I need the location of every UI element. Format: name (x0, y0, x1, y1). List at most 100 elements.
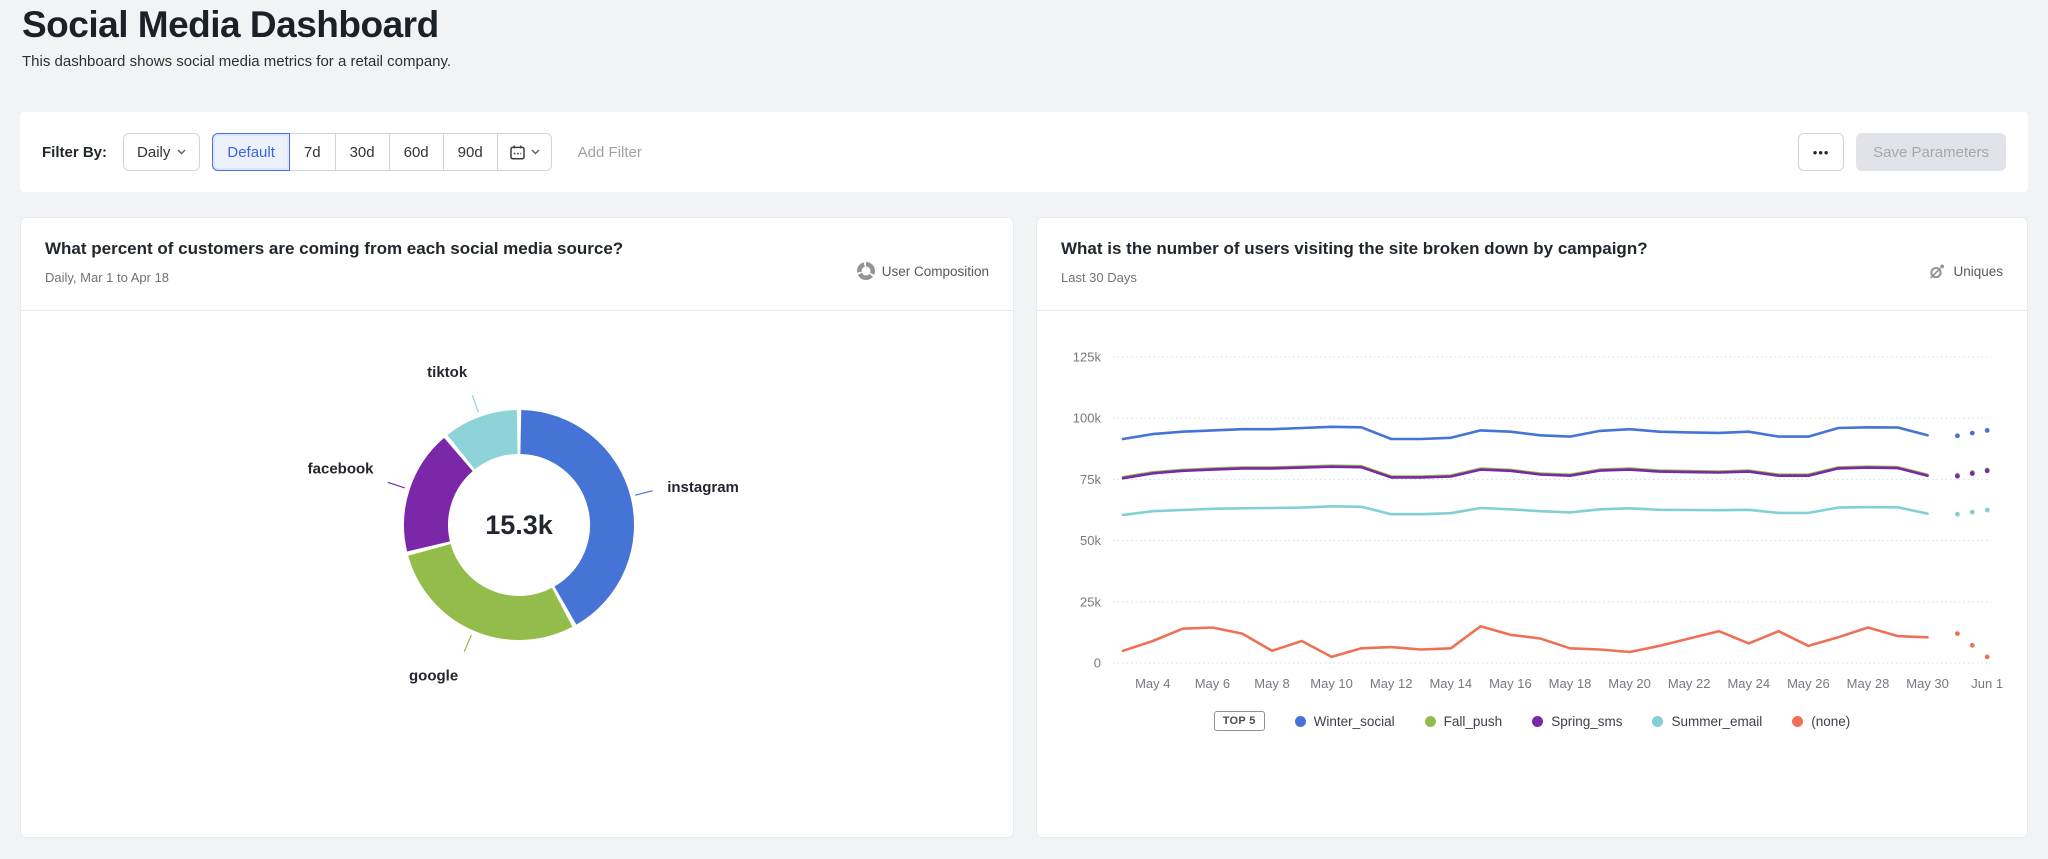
x-tick-label: May 20 (1608, 676, 1651, 691)
donut-chart-card: What percent of customers are coming fro… (20, 217, 1014, 838)
x-tick-label: Jun 1 (1971, 676, 2003, 691)
line-chart-area: 0 25k 50k 75k 100k 125k May 4 May 6 May 8 May 10 M… (1037, 311, 2027, 837)
donut-card-header: What percent of customers are coming fro… (21, 218, 1013, 311)
y-tick-label: 100k (1073, 411, 1102, 426)
chevron-down-icon (177, 149, 186, 155)
legend-label: Winter_social (1313, 713, 1395, 729)
line-series-winter-social[interactable] (1121, 425, 1929, 441)
x-tick-label: May 18 (1549, 676, 1592, 691)
chevron-down-icon (531, 149, 540, 155)
donut-slice-tiktok[interactable] (447, 410, 519, 470)
range-option-60d[interactable]: 60d (388, 133, 444, 171)
legend-label: (none) (1811, 713, 1851, 729)
projection-dot (1969, 642, 1975, 648)
y-tick-label: 0 (1094, 656, 1101, 671)
ellipsis-icon: ••• (1812, 144, 1830, 160)
page-subtitle: This dashboard shows social media metric… (22, 53, 452, 70)
donut-slice-facebook[interactable] (404, 437, 474, 552)
x-tick-label: May 16 (1489, 676, 1532, 691)
y-tick-label: 50k (1080, 533, 1101, 548)
line-card-subtitle: Last 30 Days (1061, 270, 1137, 285)
range-option-default[interactable]: Default (212, 133, 290, 171)
metric-type-label: User Composition (881, 263, 989, 279)
projection-dot (1969, 471, 1975, 476)
line-card-header: What is the number of users visiting the… (1037, 218, 2027, 311)
donut-callout-line (471, 394, 479, 413)
line-series-summer-email[interactable] (1121, 505, 1929, 517)
projection-dot (1984, 507, 1990, 513)
filter-by-label: Filter By: (42, 143, 108, 161)
page-header: Social Media Dashboard This dashboard sh… (22, 4, 451, 70)
x-tick-label: May 8 (1254, 676, 1289, 691)
donut-callout-line (387, 481, 406, 489)
donut-label-tiktok: tiktok (427, 364, 468, 381)
projection-dot (1955, 511, 1960, 517)
projection-dot (1955, 631, 1960, 636)
x-tick-label: May 12 (1370, 676, 1413, 691)
range-segment-group: Default 7d 30d 60d 90d (212, 133, 552, 171)
page-title: Social Media Dashboard (22, 4, 439, 45)
x-tick-label: May 10 (1310, 676, 1353, 691)
calendar-icon (509, 145, 525, 159)
x-tick-label: May 22 (1668, 676, 1711, 691)
line-card-title: What is the number of users visiting the… (1061, 239, 1648, 258)
x-tick-label: May 14 (1429, 676, 1472, 691)
granularity-dropdown[interactable]: Daily (123, 133, 201, 171)
legend-item-fall-push[interactable]: Fall_push (1424, 713, 1503, 729)
x-tick-label: May 30 (1906, 676, 1949, 691)
metric-type-label: Uniques (1953, 264, 2003, 279)
x-tick-label: May 4 (1135, 676, 1170, 691)
metric-type: Uniques (1927, 262, 2003, 281)
donut-callout-line (463, 634, 472, 652)
legend-item-summer-email[interactable]: Summer_email (1652, 714, 1762, 729)
x-tick-label: May 26 (1787, 676, 1830, 691)
legend-dot (1652, 715, 1664, 727)
donut-callout-line (635, 490, 653, 496)
line-series--none-[interactable] (1121, 624, 1929, 659)
donut-label-facebook: facebook (308, 461, 375, 478)
legend-label: Spring_sms (1551, 713, 1623, 729)
donut-slice-google[interactable] (408, 543, 573, 640)
save-parameters-button[interactable]: Save Parameters (1856, 133, 2006, 171)
legend-item--none-[interactable]: (none) (1792, 714, 1850, 729)
range-option-7d[interactable]: 7d (288, 133, 336, 171)
legend-dot (1532, 715, 1544, 727)
projection-dot (1984, 468, 1990, 474)
y-tick-label: 75k (1080, 472, 1101, 487)
projection-dot (1984, 654, 1990, 660)
donut-card-title: What percent of customers are coming fro… (45, 239, 624, 258)
chart-legend: TOP 5 Winter_social Fall_push Spring_sms Su… (1037, 711, 2027, 731)
top5-badge: TOP 5 (1213, 711, 1265, 731)
granularity-value: Daily (137, 143, 171, 161)
range-option-90d[interactable]: 90d (442, 133, 498, 171)
y-tick-label: 25k (1080, 594, 1101, 609)
projection-dot (1969, 509, 1975, 515)
add-filter-button[interactable]: Add Filter (577, 143, 642, 161)
donut-chart-area: instagram google facebook tiktok 15.3k (21, 311, 1013, 837)
legend-item-spring-sms[interactable]: Spring_sms (1532, 714, 1622, 729)
line-series-spring-sms[interactable] (1121, 465, 1929, 480)
metric-type: User Composition (856, 262, 989, 280)
legend-dot (1294, 715, 1306, 727)
x-tick-label: May 6 (1195, 676, 1230, 691)
projection-dot (1955, 473, 1960, 479)
legend-label: Fall_push (1443, 713, 1503, 729)
donut-label-google: google (409, 667, 458, 684)
line-chart[interactable]: 0 25k 50k 75k 100k 125k May 4 May 6 May 8 May 10 M… (1037, 311, 2027, 837)
legend-label: Summer_email (1671, 713, 1763, 729)
x-tick-label: May 24 (1727, 676, 1770, 691)
legend-item-winter-social[interactable]: Winter_social (1294, 713, 1395, 729)
projection-dot (1955, 433, 1960, 439)
more-options-button[interactable]: ••• (1798, 133, 1845, 171)
legend-dot (1424, 715, 1436, 727)
filter-bar: Filter By: Daily Default 7d 30d 60d 90d Add … (20, 112, 2028, 192)
donut-chart[interactable]: instagram google facebook tiktok 15.3k (21, 311, 1013, 837)
donut-slice-instagram[interactable] (519, 410, 634, 625)
projection-dot (1984, 428, 1990, 433)
calendar-range-button[interactable] (496, 133, 552, 171)
donut-label-instagram: instagram (667, 479, 739, 496)
x-tick-label: May 28 (1847, 676, 1890, 691)
legend-dot (1792, 715, 1804, 727)
uniques-icon (1930, 264, 1945, 279)
range-option-30d[interactable]: 30d (334, 133, 390, 171)
